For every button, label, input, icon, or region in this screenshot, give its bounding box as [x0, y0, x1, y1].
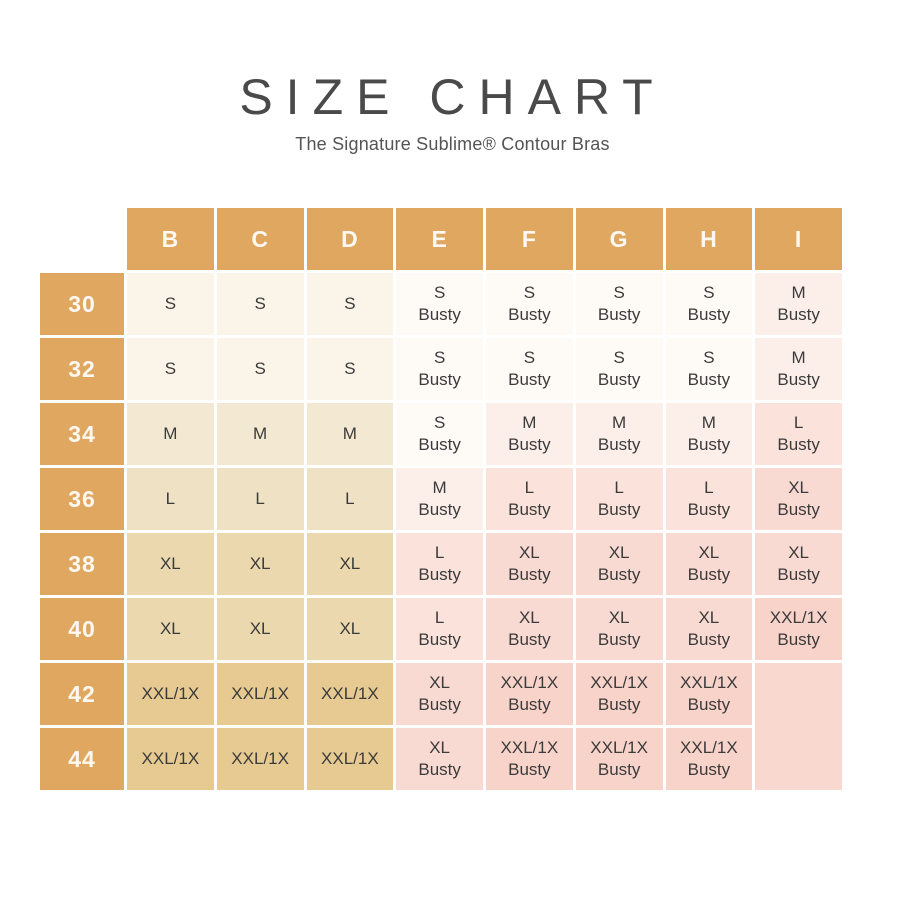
size-cell-E34: S Busty — [396, 403, 483, 465]
row-header-32: 32 — [40, 338, 124, 400]
column-header-H: H — [665, 208, 753, 270]
size-table: B C D E F G H I 30 S S S S Busty S Busty S Busty S Busty M Bu… — [37, 205, 845, 793]
size-cell-H36: L Busty — [665, 468, 753, 530]
header-block: SIZE CHART The Signature Sublime® Contou… — [0, 0, 905, 155]
size-cell-E44: XL Busty — [396, 728, 483, 790]
row-header-38: 38 — [40, 533, 124, 595]
table-row-42: 42 XXL/1X XXL/1X XXL/1X XL Busty XXL/1X Busty XX… — [40, 663, 842, 790]
page-title: SIZE CHART — [239, 69, 666, 125]
size-cell-B36: L — [127, 468, 214, 530]
size-cell-I34: L Busty — [755, 403, 842, 465]
column-header-G: G — [575, 208, 663, 270]
size-cell-C42: XXL/1X — [216, 663, 304, 725]
size-cell-I36: XL Busty — [755, 468, 842, 530]
size-cell-B38: XL — [127, 533, 214, 595]
size-cell-D40: XL — [306, 598, 394, 660]
size-cell-I38: XL Busty — [755, 533, 842, 595]
size-cell-G36: L Busty — [575, 468, 663, 530]
size-cell-E32: S Busty — [396, 338, 483, 400]
size-cell-B32: S — [127, 338, 214, 400]
row-header-36: 36 — [40, 468, 124, 530]
row-header-44: 44 — [40, 728, 124, 790]
size-cell-E30: S Busty — [396, 273, 483, 335]
size-cell-I42 — [755, 663, 842, 790]
size-cell-H30: S Busty — [665, 273, 753, 335]
size-cell-G44: XXL/1X Busty — [575, 728, 663, 790]
size-cell-G38: XL Busty — [575, 533, 663, 595]
size-cell-F32: S Busty — [486, 338, 573, 400]
size-cell-H40: XL Busty — [665, 598, 753, 660]
page-subtitle: The Signature Sublime® Contour Bras — [295, 134, 610, 154]
size-cell-H38: XL Busty — [665, 533, 753, 595]
table-row-30: 30 S S S S Busty S Busty S Busty S Busty M Busty — [40, 273, 842, 335]
size-cell-H34: M Busty — [665, 403, 753, 465]
size-cell-G40: XL Busty — [575, 598, 663, 660]
size-cell-B40: XL — [127, 598, 214, 660]
column-header-E: E — [396, 208, 483, 270]
table-row-32: 32 S S S S Busty S Busty S Busty S Busty M Busty — [40, 338, 842, 400]
size-cell-C44: XXL/1X — [216, 728, 304, 790]
size-cell-D32: S — [306, 338, 394, 400]
size-cell-C30: S — [216, 273, 304, 335]
size-cell-D34: M — [306, 403, 394, 465]
size-cell-B34: M — [127, 403, 214, 465]
size-cell-G34: M Busty — [575, 403, 663, 465]
size-cell-F34: M Busty — [486, 403, 573, 465]
column-header-C: C — [216, 208, 304, 270]
column-header-D: D — [306, 208, 394, 270]
size-cell-C36: L — [216, 468, 304, 530]
column-header-I: I — [755, 208, 842, 270]
size-cell-F38: XL Busty — [486, 533, 573, 595]
table-row-36: 36 L L L M Busty L Busty L Busty L Busty XL Busty — [40, 468, 842, 530]
size-cell-B44: XXL/1X — [127, 728, 214, 790]
size-cell-G32: S Busty — [575, 338, 663, 400]
size-cell-F36: L Busty — [486, 468, 573, 530]
table-row-38: 38 XL XL XL L Busty XL Busty XL Busty XL Busty XL Bus… — [40, 533, 842, 595]
corner-cell — [40, 208, 124, 270]
size-cell-E42: XL Busty — [396, 663, 483, 725]
table-row-44: 44 XXL/1X XXL/1X XXL/1X XL Busty XXL/1X Busty XX… — [40, 728, 842, 790]
size-cell-I32: M Busty — [755, 338, 842, 400]
table-row-40: 40 XL XL XL L Busty XL Busty XL Busty XL Busty XXL/1… — [40, 598, 842, 660]
size-cell-D38: XL — [306, 533, 394, 595]
column-header-F: F — [486, 208, 573, 270]
size-cell-C38: XL — [216, 533, 304, 595]
size-table-body: B C D E F G H I 30 S S S S Busty S Busty S Busty S Busty M Bu… — [40, 208, 842, 790]
size-cell-H44: XXL/1X Busty — [665, 728, 753, 790]
size-cell-B42: XXL/1X — [127, 663, 214, 725]
row-header-42: 42 — [40, 663, 124, 725]
size-cell-E38: L Busty — [396, 533, 483, 595]
size-cell-C32: S — [216, 338, 304, 400]
size-cell-G30: S Busty — [575, 273, 663, 335]
row-header-30: 30 — [40, 273, 124, 335]
size-cell-E36: M Busty — [396, 468, 483, 530]
size-cell-H32: S Busty — [665, 338, 753, 400]
size-cell-D30: S — [306, 273, 394, 335]
size-cell-F44: XXL/1X Busty — [486, 728, 573, 790]
size-cell-D44: XXL/1X — [306, 728, 394, 790]
size-cell-I40: XXL/1X Busty — [755, 598, 842, 660]
size-cell-F42: XXL/1X Busty — [486, 663, 573, 725]
size-cell-C34: M — [216, 403, 304, 465]
column-header-B: B — [127, 208, 214, 270]
size-cell-D36: L — [306, 468, 394, 530]
row-header-40: 40 — [40, 598, 124, 660]
size-cell-B30: S — [127, 273, 214, 335]
row-header-34: 34 — [40, 403, 124, 465]
size-cell-C40: XL — [216, 598, 304, 660]
size-cell-I30: M Busty — [755, 273, 842, 335]
size-cell-H42: XXL/1X Busty — [665, 663, 753, 725]
size-cell-G42: XXL/1X Busty — [575, 663, 663, 725]
size-cell-F30: S Busty — [486, 273, 573, 335]
size-cell-D42: XXL/1X — [306, 663, 394, 725]
size-cell-F40: XL Busty — [486, 598, 573, 660]
table-row-34: 34 M M M S Busty M Busty M Busty M Busty L Busty — [40, 403, 842, 465]
size-cell-E40: L Busty — [396, 598, 483, 660]
